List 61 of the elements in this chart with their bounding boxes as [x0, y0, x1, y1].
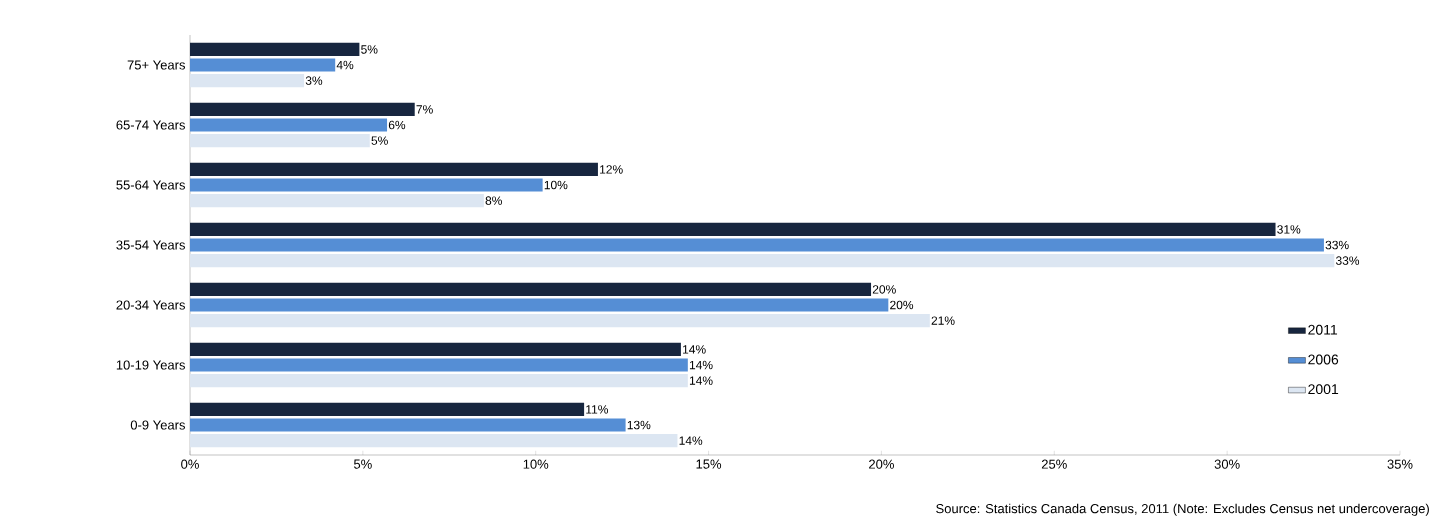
data-label: 14% [689, 360, 713, 370]
bar [190, 58, 336, 72]
data-label: 5% [371, 136, 388, 145]
data-label: 5% [361, 45, 378, 54]
data-label: 10% [544, 180, 568, 190]
data-label: 12% [600, 165, 623, 174]
x-tick-label: 35% [1387, 459, 1413, 469]
data-label: 33% [1325, 240, 1349, 250]
data-label: 21% [931, 316, 955, 325]
bar [190, 222, 1276, 236]
bar [190, 342, 681, 356]
x-tick-label: 30% [1214, 459, 1240, 469]
bar [190, 314, 930, 328]
data-label: 8% [485, 196, 502, 205]
bar [190, 118, 388, 132]
legend-label: 2001 [1308, 384, 1339, 395]
y-tick-label: 55-64 Years [116, 180, 185, 190]
x-tick-label: 20% [869, 459, 894, 469]
y-tick-label: 0-9 Years [130, 420, 185, 430]
data-label: 14% [683, 345, 706, 354]
x-tick-label: 15% [696, 459, 722, 469]
data-label: 20% [890, 300, 914, 310]
data-label: 6% [388, 120, 406, 130]
bar [190, 42, 360, 56]
bar [190, 358, 688, 372]
x-tick-label: 25% [1041, 459, 1067, 469]
data-label: 7% [416, 105, 433, 114]
bar [190, 134, 370, 148]
bar [190, 298, 889, 312]
x-tick-label: 0% [181, 459, 199, 469]
legend-label: 2006 [1308, 354, 1339, 365]
bar [190, 402, 585, 416]
data-label: 11% [586, 405, 609, 414]
y-tick-label: 65-74 Years [116, 120, 185, 130]
data-label: 14% [689, 376, 713, 385]
data-label: 31% [1277, 225, 1301, 234]
data-label: 4% [336, 60, 354, 70]
data-label: 20% [872, 285, 896, 294]
bar [190, 418, 626, 432]
bar [190, 74, 305, 88]
x-tick-label: 5% [353, 459, 372, 469]
data-label: 33% [1335, 256, 1360, 265]
bar [190, 374, 688, 388]
legend-label: 2011 [1308, 324, 1338, 335]
bar [190, 162, 598, 176]
data-label: 14% [679, 436, 703, 445]
source-note: Source: Statistics Canada Census, 2011 (Note: Excludes Census net undercoverage) [936, 503, 1429, 516]
data-label: 3% [305, 76, 323, 85]
x-tick-label: 10% [523, 459, 549, 469]
bar [190, 282, 872, 296]
bar [190, 434, 678, 448]
bar [190, 194, 484, 208]
data-label: 13% [627, 420, 651, 430]
bar [190, 102, 415, 116]
y-tick-label: 20-34 Years [116, 300, 185, 310]
bar [190, 254, 1335, 268]
y-tick-label: 75+ Years [127, 60, 185, 70]
y-tick-label: 35-54 Years [116, 240, 185, 250]
bar [190, 178, 543, 192]
bar [190, 238, 1324, 252]
y-tick-label: 10-19 Years [116, 360, 185, 370]
